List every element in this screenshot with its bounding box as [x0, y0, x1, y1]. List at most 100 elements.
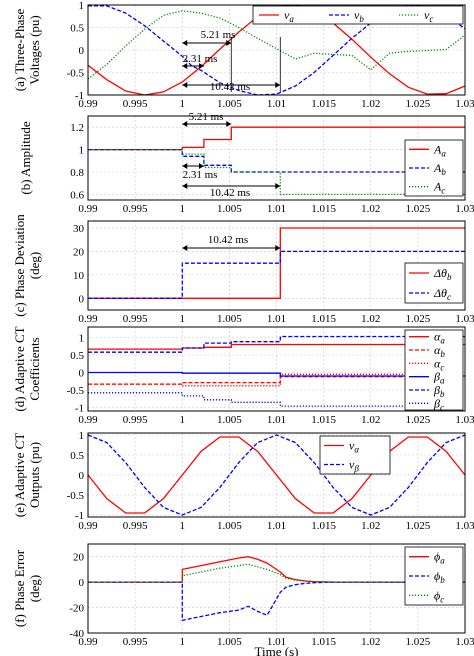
y-tick-label: -1: [75, 403, 84, 415]
plot-frame: [87, 115, 466, 201]
series-line-c: [88, 563, 465, 583]
y-tick-label: 0: [79, 577, 85, 589]
legend-entry: vb: [354, 8, 364, 24]
y-tick-label: 0: [79, 368, 85, 380]
series-line-β: [88, 434, 465, 516]
y-tick-label: -0.5: [67, 385, 85, 397]
panel-3: 0.99 0.995 1 1.005 1.01 1.015 1.02 1.025 1.03 -1 -…: [12, 326, 474, 426]
plot-frame: [87, 326, 466, 412]
x-tick-label: 1.01: [267, 414, 286, 426]
x-tick-label: 0.995: [123, 636, 148, 648]
y-tick-label: 0: [79, 45, 85, 57]
x-tick-label: 1.01: [267, 636, 286, 648]
x-tick-label: 1: [180, 520, 186, 532]
interval-a-231: 2.31 ms: [182, 53, 217, 69]
panel-5: 0.99 0.995 1 1.005 1.01 1.015 1.02 1.025 1.03 -40…: [12, 543, 474, 648]
y-tick-label: -0.5: [67, 490, 85, 502]
panel-4: 0.99 0.995 1 1.005 1.01 1.015 1.02 1.025 1.03 -1 -…: [12, 430, 474, 532]
legend-entry: βb: [433, 383, 445, 399]
x-tick-label: 1.02: [361, 636, 380, 648]
y-axis-label: (d) Adaptive CTCoefficients: [12, 326, 42, 411]
interval-label: 2.31 ms: [183, 53, 218, 65]
series-line-a: [88, 126, 465, 151]
x-tick-label: 1.025: [406, 636, 431, 648]
plot-frame: [87, 220, 466, 311]
x-tick-label: 0.99: [78, 98, 98, 110]
x-tick-label: 1: [180, 98, 186, 110]
y-axis-label: (e) Adaptive CTOutputs (pu): [12, 433, 42, 518]
panel-1: 0.99 0.995 1 1.005 1.01 1.015 1.02 1.025 1.03 0.6…: [18, 115, 474, 215]
legend-entry: Δθb: [433, 266, 452, 282]
x-tick-label: 1.01: [267, 98, 286, 110]
x-tick-label: 1.015: [311, 313, 336, 325]
legend-entry: va: [284, 8, 294, 24]
y-axis-label: (a) Three-PhaseVoltages (pu): [12, 9, 42, 92]
legend-entry: Ac: [433, 180, 445, 196]
legend-entry: αa: [434, 330, 445, 346]
y-tick-label: 0: [79, 293, 85, 305]
panel-2: 0.99 0.995 1 1.005 1.01 1.015 1.02 1.025 1.03 0 10…: [12, 214, 474, 325]
x-tick-label: 1: [180, 636, 186, 648]
series-line-c: [88, 148, 465, 196]
legend: Aa Ab Ac: [404, 139, 464, 197]
legend-entry: αc: [434, 356, 444, 372]
interval-a-521: 5.21 ms: [182, 29, 235, 46]
x-tick-label: 1.025: [406, 414, 431, 426]
x-tick-label: 1.03: [455, 414, 474, 426]
interval-label: 5.21 ms: [189, 111, 224, 123]
x-tick-label: 0.99: [78, 203, 98, 215]
x-tick-label: 1.005: [217, 636, 242, 648]
x-tick-label: 1.025: [406, 520, 431, 532]
x-axis-title: Time (s): [255, 644, 299, 656]
x-tick-label: 1.025: [406, 98, 431, 110]
legend-entry: vc: [424, 8, 433, 24]
x-tick-label: 1.005: [217, 414, 242, 426]
x-tick-label: 1.005: [217, 98, 242, 110]
interval-c-1042: 10.42 ms: [182, 234, 281, 251]
x-tick-label: 1.02: [361, 520, 380, 532]
legend-entry: βa: [433, 370, 445, 386]
series-line-βb: [88, 335, 465, 353]
x-tick-label: 0.995: [123, 203, 148, 215]
interval-label: 2.31 ms: [183, 169, 218, 181]
x-tick-label: 0.99: [78, 414, 98, 426]
y-tick-label: 10: [73, 270, 85, 282]
x-tick-label: 1.02: [361, 313, 380, 325]
x-tick-label: 1.015: [311, 520, 336, 532]
plot-frame: [87, 432, 466, 518]
legend-entry: αb: [434, 343, 445, 359]
plot-frame: [87, 4, 466, 96]
legend-entry: Δθc: [433, 286, 451, 302]
x-tick-label: 1.015: [311, 98, 336, 110]
x-tick-label: 1: [180, 203, 186, 215]
x-tick-label: 0.99: [78, 520, 98, 532]
interval-b-231: 2.31 ms: [182, 163, 217, 181]
x-tick-label: 1: [180, 313, 186, 325]
x-tick-label: 1.02: [361, 414, 380, 426]
legend: va vb vc: [252, 5, 464, 25]
x-tick-label: 1.01: [267, 520, 286, 532]
y-tick-label: 0: [79, 470, 85, 482]
y-tick-label: 0.6: [70, 189, 84, 201]
x-tick-label: 1.02: [361, 98, 380, 110]
x-tick-label: 1.02: [361, 203, 380, 215]
interval-label: 10.42 ms: [210, 187, 250, 199]
legend-entry: vα: [349, 439, 359, 455]
legend: ϕa ϕb ϕc: [404, 546, 464, 606]
x-tick-label: 1.005: [217, 520, 242, 532]
x-tick-label: 1.03: [455, 203, 474, 215]
series-line-αc: [88, 373, 465, 387]
legend-entry: βc: [433, 396, 444, 412]
y-tick-label: 1.2: [70, 122, 84, 134]
series-line-βa: [88, 371, 465, 377]
series-line-α: [88, 436, 465, 514]
y-tick-label: 1: [79, 430, 85, 442]
x-tick-label: 1.01: [267, 203, 286, 215]
interval-b-521: 5.21 ms: [182, 111, 232, 127]
series-line-b: [88, 227, 465, 299]
y-tick-label: 30: [73, 223, 85, 235]
x-tick-label: 1.015: [311, 203, 336, 215]
y-tick-label: 0.5: [70, 450, 84, 462]
x-tick-label: 1.025: [406, 203, 431, 215]
